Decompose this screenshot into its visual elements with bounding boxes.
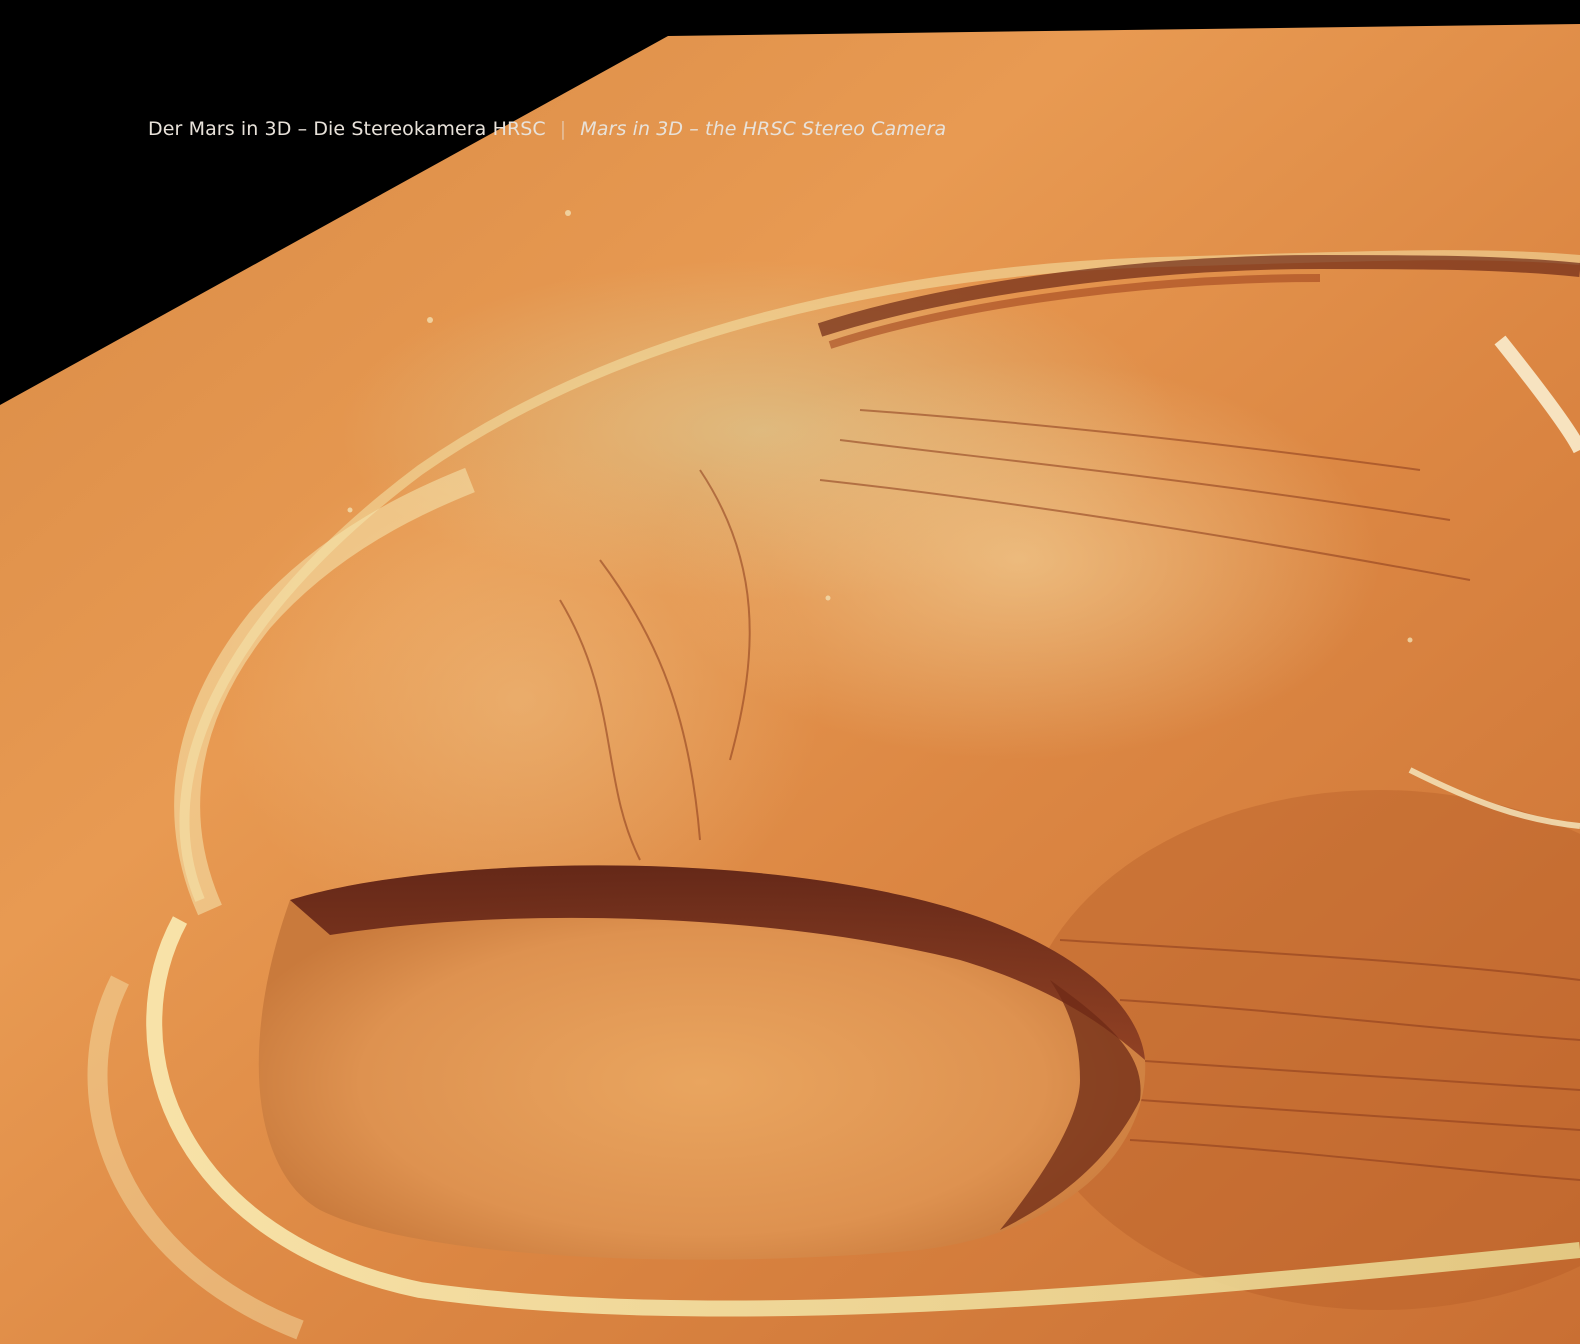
- page-header: Der Mars in 3D – Die Stereokamera HRSC | M…: [148, 118, 946, 140]
- header-separator: |: [559, 118, 567, 140]
- header-title-de: Der Mars in 3D – Die Stereokamera HRSC: [148, 118, 546, 140]
- header-title-en: Mars in 3D – the HRSC Stereo Camera: [580, 118, 947, 140]
